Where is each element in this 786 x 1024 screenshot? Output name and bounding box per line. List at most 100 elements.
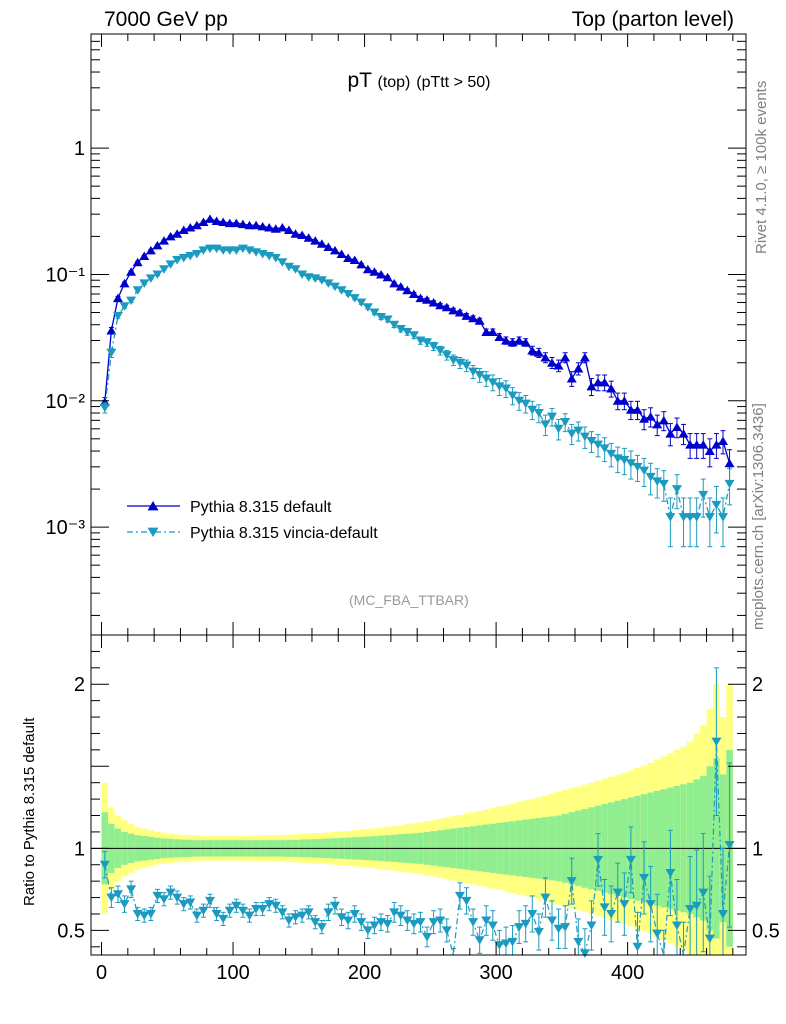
main-point: [586, 437, 597, 446]
main-point: [586, 381, 597, 391]
ratio-point: [527, 909, 538, 919]
main-series-line-1: [104, 247, 731, 520]
main-point: [145, 274, 156, 283]
main-point: [191, 250, 202, 259]
main-point: [691, 513, 702, 522]
main-point: [625, 405, 636, 414]
y-tick-label: 10⁻²: [46, 391, 86, 413]
main-point: [724, 458, 735, 468]
ratio-point: [441, 926, 452, 935]
main-point: [303, 233, 314, 242]
main-point: [336, 249, 347, 259]
main-panel-series: [99, 214, 735, 548]
legend: Pythia 8.315 default Pythia 8.315 vincia-…: [127, 499, 378, 542]
ratio-point: [507, 937, 518, 947]
main-point: [237, 219, 248, 229]
header-right: Top (parton level): [571, 8, 734, 31]
main-point: [349, 294, 360, 303]
main-point: [283, 225, 294, 234]
main-point: [408, 331, 419, 340]
main-point: [158, 265, 169, 274]
main-point: [139, 279, 150, 288]
ratio-point: [415, 918, 426, 927]
main-point: [599, 444, 610, 453]
main-point: [185, 251, 196, 261]
main-point: [316, 239, 327, 248]
main-point: [389, 278, 400, 288]
main-point: [343, 290, 354, 299]
main-point: [145, 245, 156, 255]
ratio-point: [435, 916, 446, 926]
main-point: [711, 500, 722, 510]
ratio-point: [625, 855, 636, 865]
ratio-point: [145, 909, 156, 919]
ratio-point: [698, 888, 709, 898]
main-point: [218, 246, 229, 255]
main-point: [422, 295, 433, 304]
main-point: [500, 384, 511, 394]
ratio-point: [560, 923, 571, 932]
plot-title: pT (top) (pTtt > 50): [0, 69, 786, 93]
main-point: [468, 367, 479, 377]
ratio-point: [533, 928, 544, 937]
ratio-point: [231, 901, 242, 911]
main-point: [619, 396, 630, 405]
main-point: [205, 214, 216, 223]
ratio-point: [468, 918, 479, 927]
ratio-point: [382, 919, 393, 929]
main-point: [435, 300, 446, 310]
main-point: [691, 440, 702, 449]
main-point: [566, 374, 577, 383]
main-point: [99, 403, 110, 413]
main-point: [172, 229, 183, 238]
main-point: [165, 231, 176, 241]
main-point: [487, 378, 498, 387]
ratio-point: [639, 873, 650, 883]
main-point: [481, 374, 492, 384]
main-point: [593, 377, 604, 387]
main-point: [520, 337, 531, 347]
ratio-point: [573, 937, 584, 947]
main-point: [441, 302, 452, 312]
ratio-point: [546, 916, 557, 926]
x-tick-label: 300: [479, 962, 512, 984]
source-label: mcplots.cern.ch [arXiv:1306.3436]: [750, 403, 767, 630]
ratio-point: [198, 906, 209, 916]
main-point: [244, 220, 255, 230]
ratio-point: [119, 900, 130, 909]
main-point: [474, 316, 485, 325]
main-point: [625, 459, 636, 468]
main-point: [540, 420, 551, 429]
ratio-point: [270, 901, 281, 911]
analysis-annotation: (MC_FBA_TTBAR): [349, 592, 469, 608]
ratio-point: [487, 921, 498, 930]
main-point: [685, 513, 696, 522]
main-point: [448, 356, 459, 365]
main-point: [441, 351, 452, 360]
main-point: [487, 327, 498, 337]
main-point: [520, 399, 531, 409]
ratio-point: [619, 900, 630, 909]
ratio-point: [178, 900, 189, 909]
main-point: [290, 265, 301, 274]
ratio-point: [257, 905, 268, 914]
ratio-point: [336, 913, 347, 922]
ratio-point: [389, 908, 400, 917]
main-point: [717, 513, 728, 522]
ratio-panel-series: [99, 667, 735, 958]
ratio-point: [369, 921, 380, 930]
main-point: [376, 313, 387, 322]
ratio-point: [303, 908, 314, 917]
main-point: [546, 412, 557, 422]
main-point: [599, 377, 610, 387]
main-point: [126, 296, 137, 306]
ratio-point: [297, 911, 308, 921]
main-point: [126, 267, 137, 276]
ratio-point: [152, 891, 163, 901]
main-point: [251, 220, 262, 230]
main-point: [415, 293, 426, 303]
main-point: [369, 267, 380, 276]
ratio-panel-ticks: 0 100 200 300 400 0.5 0.5 1 1 2 2: [57, 635, 780, 984]
header-left: 7000 GeV pp: [104, 8, 228, 31]
ratio-point: [520, 919, 531, 929]
